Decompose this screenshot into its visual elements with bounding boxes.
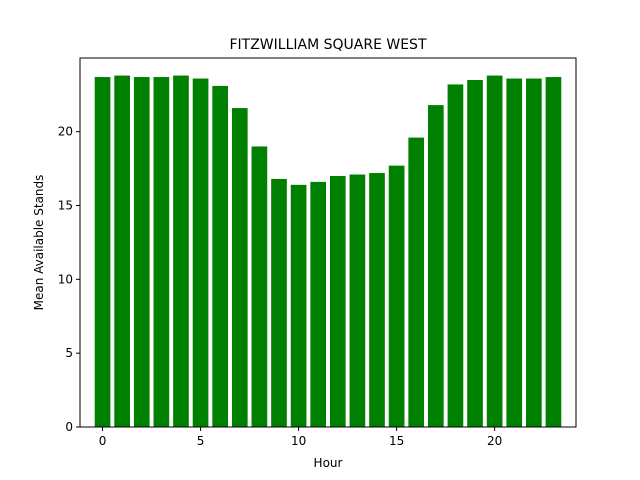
y-tick-label: 0: [65, 420, 73, 434]
y-axis-label: Mean Available Stands: [32, 175, 46, 311]
bar-hour-1: [114, 75, 130, 428]
bar-hour-10: [290, 184, 307, 427]
bar-hour-2: [133, 77, 150, 427]
bar-hour-4: [173, 75, 189, 428]
bar-hour-21: [506, 78, 523, 428]
y-axis-ticks: 0 5 10 15 20: [58, 125, 80, 434]
x-tick-label: 5: [197, 434, 205, 448]
x-tick-label: 0: [99, 434, 107, 448]
bar-hour-14: [369, 173, 385, 427]
x-tick-label: 20: [487, 434, 502, 448]
bar-hour-5: [192, 78, 209, 428]
chart-title: FITZWILLIAM SQUARE WEST: [229, 37, 426, 53]
bar-hour-8: [251, 146, 268, 427]
y-tick-label: 5: [65, 346, 73, 360]
bar-hour-17: [427, 105, 444, 427]
bar-hour-18: [447, 84, 464, 427]
bar-hour-3: [153, 77, 170, 427]
bar-hour-23: [545, 77, 562, 427]
bar-hour-12: [329, 175, 346, 427]
x-tick-label: 15: [389, 434, 404, 448]
bar-hour-16: [408, 137, 425, 427]
bar-hour-19: [467, 80, 483, 428]
y-tick-label: 20: [58, 125, 73, 139]
plot-frame: [79, 57, 577, 428]
bar-hour-15: [388, 165, 405, 427]
bars: [94, 75, 562, 428]
bar-hour-22: [526, 78, 542, 428]
bar-hour-6: [212, 85, 229, 427]
bar-hour-7: [231, 108, 248, 427]
x-axis-label: Hour: [314, 456, 343, 470]
y-tick-label: 10: [58, 272, 73, 286]
bar-hour-9: [271, 178, 287, 427]
bar-hour-20: [486, 75, 503, 428]
x-axis-ticks: 0 5 10 15 20: [99, 427, 502, 448]
bar-hour-11: [310, 181, 327, 427]
bar-hour-13: [349, 174, 366, 427]
bar-hour-0: [94, 77, 111, 427]
y-tick-label: 15: [58, 199, 73, 213]
x-tick-label: 10: [291, 434, 306, 448]
